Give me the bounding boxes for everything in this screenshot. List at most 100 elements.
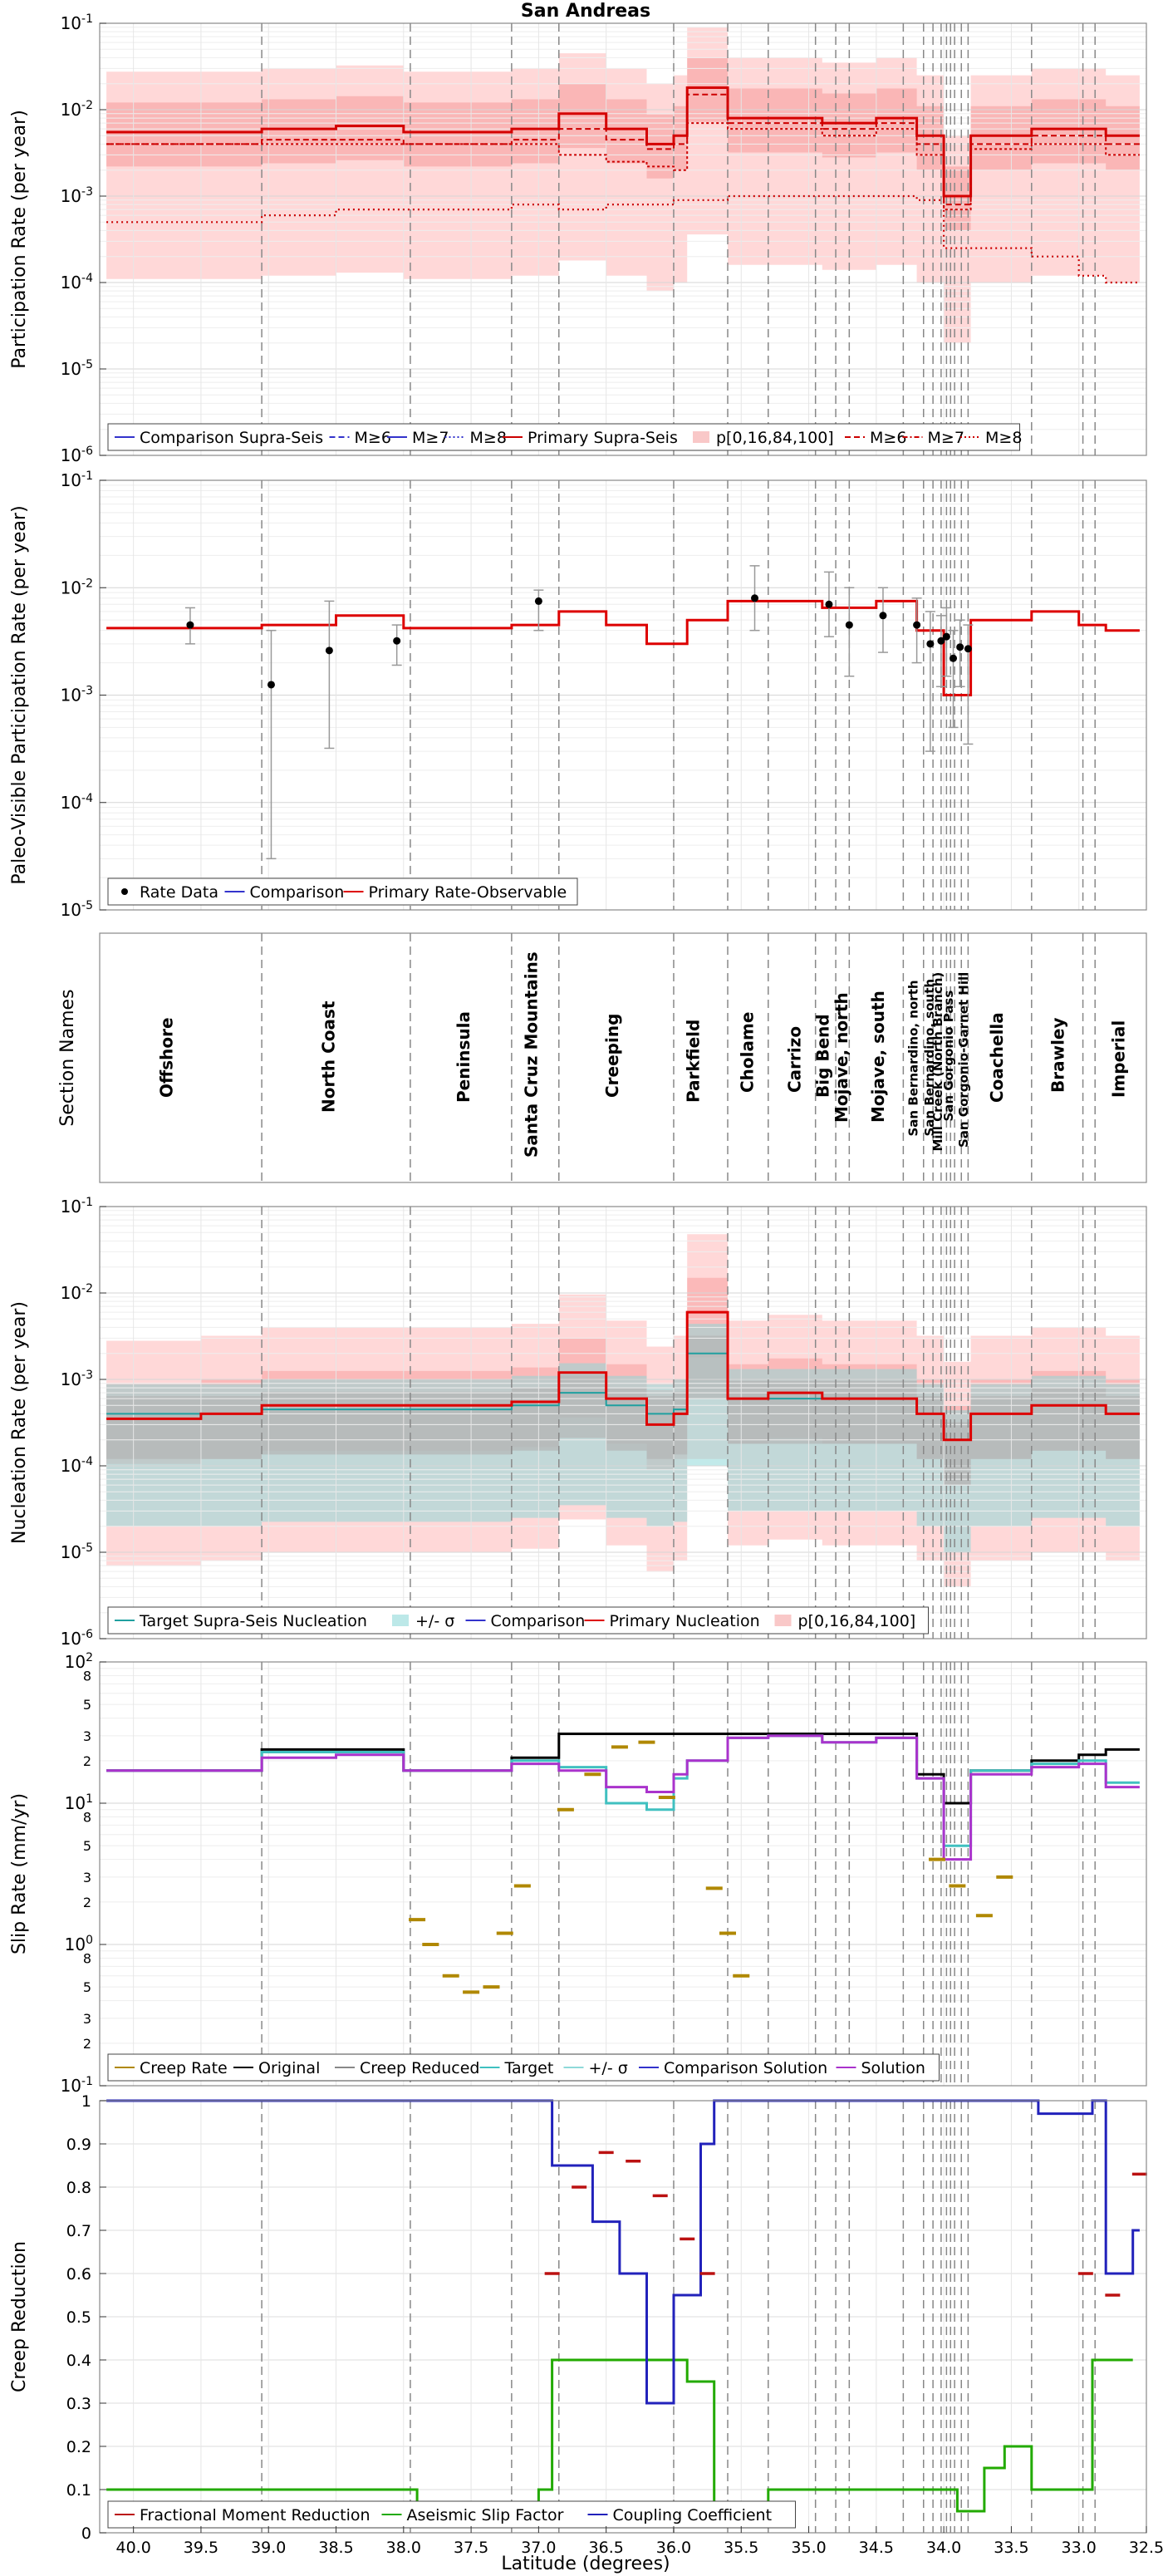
- minor-tick-label: 8: [83, 1950, 91, 1966]
- section-name: Coachella: [987, 1012, 1007, 1103]
- minor-tick-label: 3: [83, 2011, 91, 2027]
- rate-data-point: [267, 681, 275, 689]
- y-axis-label: Section Names: [57, 989, 78, 1126]
- section-name: Offshore: [156, 1017, 176, 1098]
- x-tick-label: 36.0: [656, 2539, 691, 2557]
- rate-data-point: [825, 600, 833, 608]
- legend-entry: Solution: [861, 2059, 925, 2077]
- legend-marker: [392, 1615, 409, 1626]
- figure-title: San Andreas: [521, 1, 650, 22]
- y-tick-label: 10-1: [61, 2075, 93, 2096]
- x-tick-label: 35.0: [791, 2539, 826, 2557]
- legend-entry: M≥8: [470, 429, 507, 447]
- y-tick-label: 10-3: [61, 685, 93, 705]
- x-tick-label: 39.0: [251, 2539, 286, 2557]
- y-axis-label: Nucleation Rate (per year): [9, 1301, 30, 1544]
- y-tick-label: 10-6: [61, 445, 94, 465]
- comparison-band: [106, 1335, 1140, 1486]
- axes-frame: [99, 1206, 1147, 1639]
- section-name: Creeping: [602, 1014, 622, 1098]
- minor-tick-label: 5: [83, 1697, 91, 1713]
- section-name: Cholame: [737, 1012, 757, 1093]
- legend-entry: Comparison: [491, 1612, 586, 1630]
- rate-data-point: [393, 637, 401, 645]
- legend-entry: Primary Rate-Observable: [369, 883, 567, 902]
- y-tick-label: 0.4: [66, 2352, 91, 2370]
- section-name: Parkfield: [683, 1020, 703, 1103]
- rate-data-point: [956, 643, 964, 651]
- x-tick-label: 35.5: [724, 2539, 758, 2557]
- y-tick-label: 0.1: [66, 2481, 91, 2500]
- minor-tick-label: 5: [83, 1838, 91, 1854]
- axes-frame: [99, 1661, 1147, 2087]
- rate-data-point: [942, 632, 950, 641]
- legend-entry: M≥7: [928, 429, 964, 447]
- rate-data-point: [964, 645, 972, 653]
- section-name: San Bernardino, south: [922, 979, 937, 1137]
- y-tick-label: 100: [65, 1934, 93, 1954]
- y-tick-label: 10-1: [61, 469, 93, 490]
- legend-entry: Creep Reduced: [360, 2059, 479, 2077]
- x-tick-label: 33.0: [1062, 2539, 1097, 2557]
- series-primary-nucleation: [106, 1310, 1140, 1442]
- legend-entry: Comparison: [250, 883, 345, 902]
- y-axis-label: Paleo-Visible Participation Rate (per ye…: [9, 505, 30, 884]
- minor-tick-label: 8: [83, 1809, 91, 1825]
- y-tick-label: 101: [65, 1792, 93, 1813]
- rate-data-point: [325, 646, 333, 655]
- section-name: San Gorgonio Pass: [941, 991, 956, 1122]
- plot-area: [100, 1662, 1146, 2086]
- legend-entry: Coupling Coefficient: [613, 2506, 773, 2524]
- legend-entry: M≥6: [355, 429, 391, 447]
- legend-entry: Aseismic Slip Factor: [407, 2506, 564, 2524]
- legend-entry: M≥8: [985, 429, 1022, 447]
- minor-tick-label: 5: [83, 1979, 91, 1995]
- legend-box: [107, 2500, 796, 2529]
- legend-entry: Primary Nucleation: [610, 1612, 760, 1630]
- rate-data-point: [751, 594, 759, 602]
- section-name: Carrizo: [784, 1026, 804, 1093]
- legend-entry: p[0,16,84,100]: [798, 1612, 916, 1630]
- minor-tick-label: 2: [83, 1895, 91, 1910]
- rate-data-point: [879, 612, 887, 620]
- section-name: Santa Cruz Mountains: [521, 951, 541, 1158]
- rate-data-point: [845, 621, 853, 629]
- legend-entry: +/- σ: [589, 2059, 628, 2077]
- legend-entry: +/- σ: [415, 1612, 454, 1630]
- legend-box: [107, 1606, 929, 1635]
- minor-tick-label: 2: [83, 1753, 91, 1769]
- x-tick-label: 39.5: [184, 2539, 218, 2557]
- y-tick-label: 10-2: [61, 99, 93, 120]
- x-tick-label: 37.5: [454, 2539, 488, 2557]
- legend-entry: M≥6: [870, 429, 906, 447]
- y-tick-label: 0.7: [66, 2222, 91, 2240]
- y-tick-label: 10-3: [61, 1369, 93, 1389]
- rate-data-point: [950, 654, 958, 662]
- x-tick-label: 34.5: [859, 2539, 894, 2557]
- y-tick-label: 10-3: [61, 185, 93, 206]
- rate-data-point: [913, 621, 921, 629]
- x-tick-label: 36.5: [589, 2539, 624, 2557]
- y-tick-label: 10-1: [61, 1196, 93, 1217]
- y-tick-label: 10-6: [61, 1628, 94, 1649]
- legend-entry: Rate Data: [140, 883, 218, 902]
- y-tick-label: 0.8: [66, 2179, 91, 2197]
- legend-marker: [693, 431, 709, 443]
- rate-data-point: [186, 621, 194, 629]
- rate-data-point: [937, 637, 945, 645]
- panel-paleo: 10-5 10-4 10-3 10-2 10-1 Paleo-Visible Partic…: [9, 469, 1147, 920]
- axes-frame: [99, 932, 1147, 1183]
- x-axis-label: Latitude (degrees): [501, 2554, 670, 2574]
- y-tick-label: 0.2: [66, 2438, 91, 2456]
- y-tick-label: 0.9: [66, 2136, 91, 2154]
- x-tick-label: 40.0: [115, 2539, 150, 2557]
- y-tick-label: 10-5: [61, 899, 93, 920]
- series-rate-observable: [106, 599, 1140, 696]
- section-name: North Coast: [318, 1000, 338, 1113]
- section-name: Mill Creek (North Branch): [930, 972, 945, 1152]
- y-axis-label: Creep Reduction: [9, 2241, 30, 2392]
- panel-creep-reduction: 0 0.1 0.2 0.3 0.4 0.5 0.6 0.7 0.8 0.9 1 Creep Reduc…: [9, 2092, 1147, 2543]
- legend-entry: Creep Rate: [140, 2059, 228, 2077]
- legend-marker: [774, 1615, 792, 1626]
